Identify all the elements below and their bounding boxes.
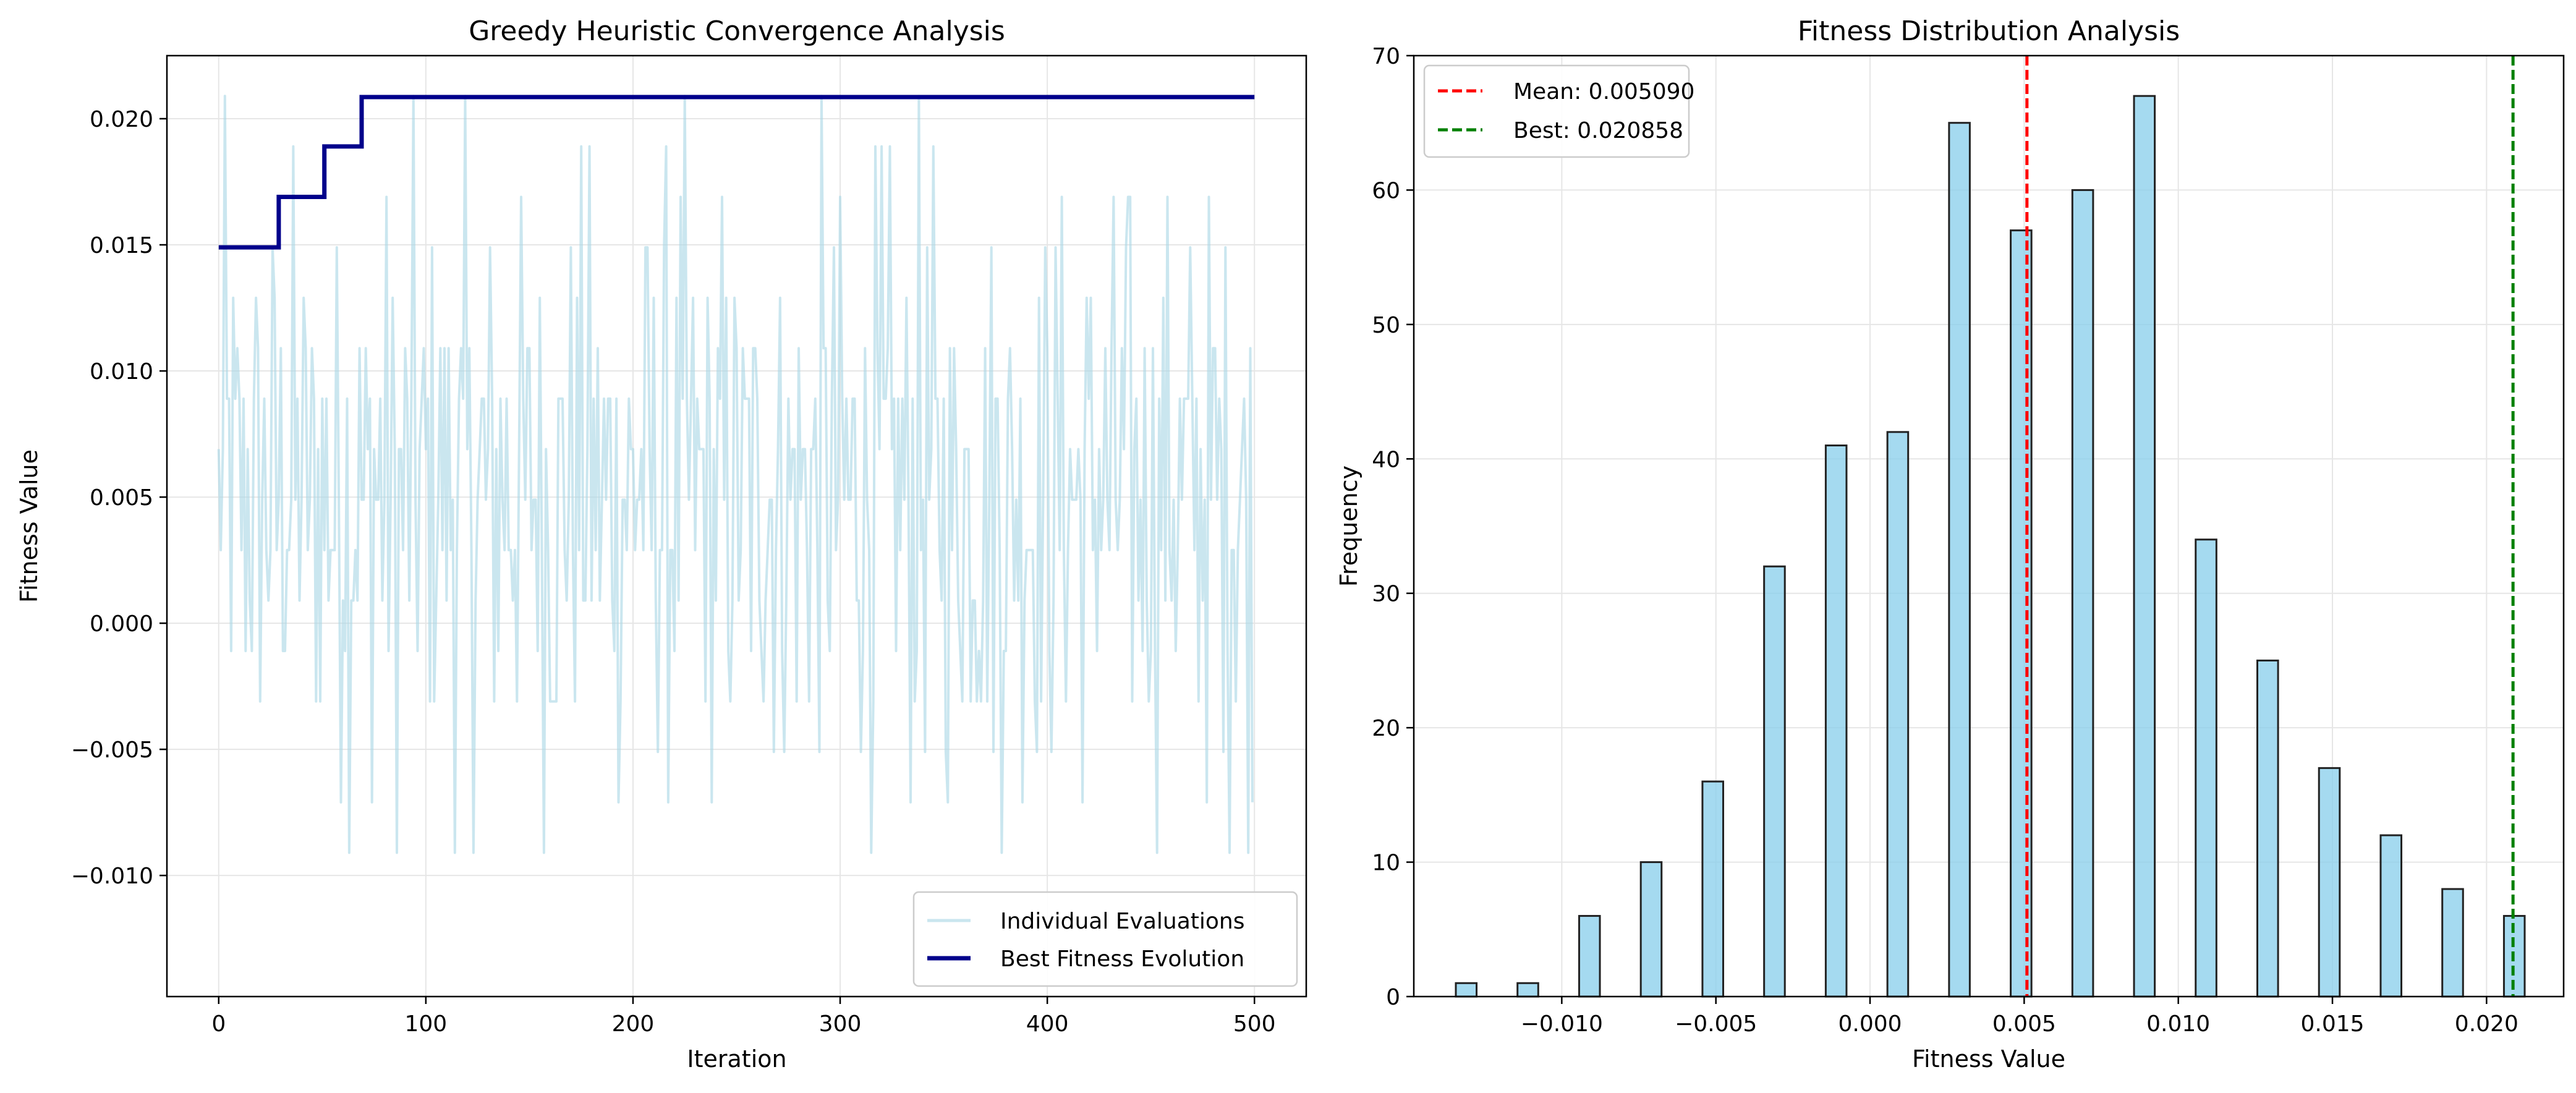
x-tick-label: −0.010 (1521, 1011, 1603, 1037)
histogram-bar (1763, 565, 1786, 998)
x-tick-label: 100 (405, 1011, 448, 1037)
individual-evaluations-line (217, 95, 1254, 854)
legend-individual-evaluations-label: Individual Evaluations (1000, 909, 1244, 934)
x-tick-label: 0 (211, 1011, 226, 1037)
y-tick-label: 0.005 (90, 485, 153, 511)
histogram-bar (1886, 431, 1910, 998)
convergence-y-axis-label: Fitness Value (15, 449, 43, 603)
distribution-x-axis-label: Fitness Value (1912, 1045, 2065, 1073)
x-tick-label: −0.005 (1675, 1011, 1757, 1037)
convergence-legend: Individual Evaluations Best Fitness Evol… (912, 891, 1298, 987)
y-tick-label: 40 (1372, 447, 1400, 472)
x-tick-label: 0.015 (2300, 1011, 2364, 1037)
distribution-y-axis-label: Frequency (1335, 466, 1362, 587)
best-fitness-evolution-line (218, 95, 1255, 250)
histogram-bar (2071, 189, 2094, 998)
y-tick-label: 60 (1372, 178, 1400, 203)
y-tick-label: 0.000 (90, 611, 153, 637)
histogram-bar (1639, 861, 1663, 998)
y-tick-label: 50 (1372, 313, 1400, 338)
histogram-bar (2195, 538, 2217, 998)
x-tick-label: 0.010 (2146, 1011, 2210, 1037)
x-tick-label: 400 (1026, 1011, 1069, 1037)
y-tick-label: 10 (1372, 851, 1400, 876)
distribution-plot-frame (1413, 54, 2565, 998)
x-tick-label: 0.000 (1838, 1011, 1902, 1037)
histogram-bar (2133, 95, 2156, 998)
y-tick-label: −0.010 (71, 864, 153, 889)
distribution-y-ticks: 0 10 20 30 40 50 60 70 (1372, 44, 1414, 1010)
histogram-bar (1824, 444, 1848, 998)
histogram-bar (1948, 122, 1971, 998)
legend-best-label: Best: 0.020858 (1513, 118, 1683, 143)
legend-best-fitness-label: Best Fitness Evolution (1000, 946, 1244, 972)
x-tick-label: 500 (1233, 1011, 1276, 1037)
histogram-bar (2379, 834, 2403, 998)
y-tick-label: 0 (1386, 985, 1400, 1010)
distribution-legend: Mean: 0.005090 Best: 0.020858 (1423, 64, 1694, 158)
y-tick-label: 20 (1372, 716, 1400, 741)
distribution-reference-lines (2025, 56, 2515, 997)
y-tick-label: 30 (1372, 582, 1400, 607)
y-tick-label: 0.015 (90, 233, 153, 258)
y-tick-label: 70 (1372, 44, 1400, 69)
convergence-legend-box (912, 891, 1298, 987)
convergence-plot-frame (166, 54, 1307, 998)
histogram-bar (2256, 659, 2279, 998)
distribution-chart: Fitness Distribution Analysis −0.010 −0.0… (1335, 15, 2565, 1073)
histogram-bar (2318, 767, 2341, 998)
convergence-plot-area (217, 95, 1255, 854)
x-tick-label: 200 (612, 1011, 655, 1037)
x-tick-label: 0.020 (2455, 1011, 2519, 1037)
x-tick-label: 0.005 (1992, 1011, 2056, 1037)
legend-mean-label: Mean: 0.005090 (1513, 79, 1694, 104)
convergence-chart-title: Greedy Heuristic Convergence Analysis (469, 15, 1005, 47)
convergence-y-ticks: −0.010 −0.005 0.000 0.005 0.010 0.015 0.020 (71, 107, 167, 889)
histogram-bar (1516, 982, 1539, 998)
y-tick-label: −0.005 (71, 738, 153, 763)
y-tick-label: 0.020 (90, 107, 153, 132)
distribution-bars (1455, 95, 2526, 998)
histogram-bar (1578, 915, 1601, 998)
convergence-x-axis-label: Iteration (687, 1045, 786, 1073)
distribution-chart-title: Fitness Distribution Analysis (1798, 15, 2180, 47)
histogram-bar (1701, 780, 1724, 998)
distribution-x-ticks: −0.010 −0.005 0.000 0.005 0.010 0.015 0.020 (1521, 997, 2519, 1037)
histogram-bar (1455, 982, 1478, 998)
convergence-chart: Greedy Heuristic Convergence Analysis 0 1… (15, 15, 1307, 1073)
convergence-x-ticks: 0 100 200 300 400 500 (211, 997, 1276, 1037)
x-tick-label: 300 (819, 1011, 862, 1037)
y-tick-label: 0.010 (90, 359, 153, 385)
histogram-bar (2441, 888, 2464, 998)
distribution-legend-box (1423, 64, 1690, 158)
